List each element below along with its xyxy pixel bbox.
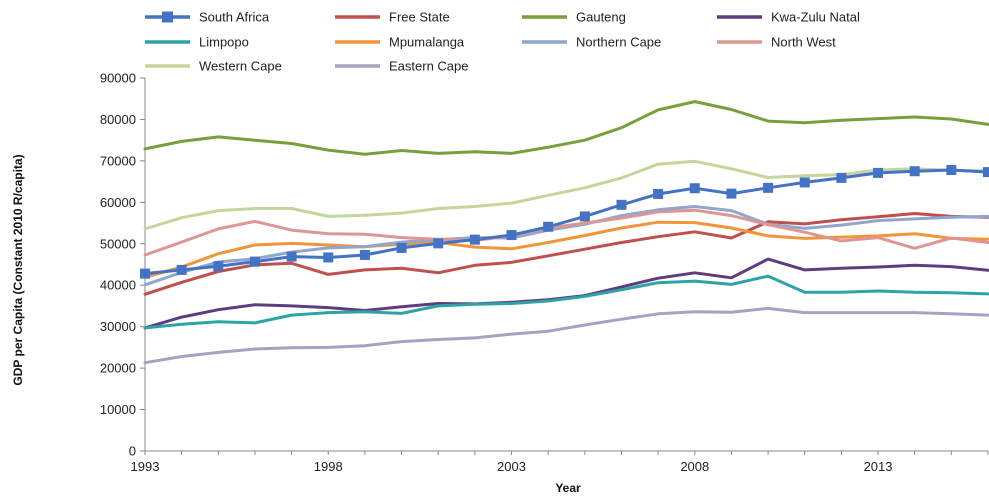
y-tick-label: 0 bbox=[129, 444, 136, 459]
data-point bbox=[469, 234, 480, 245]
data-point bbox=[616, 199, 627, 210]
x-axis: 1993 1998 2003 2008 2013 bbox=[131, 450, 989, 474]
legend-label: Mpumalanga bbox=[389, 35, 465, 50]
y-tick-label: 90000 bbox=[100, 71, 136, 86]
series-line bbox=[143, 208, 989, 257]
legend-item: Northern Cape bbox=[522, 35, 661, 50]
data-point bbox=[140, 268, 150, 279]
y-tick-label: 10000 bbox=[100, 402, 136, 417]
series-line bbox=[143, 212, 989, 296]
data-point bbox=[249, 256, 260, 267]
data-point bbox=[579, 211, 590, 222]
data-point bbox=[946, 165, 957, 176]
legend-item: Limpopo bbox=[145, 35, 249, 50]
legend-item: North West bbox=[717, 35, 836, 50]
legend-label: South Africa bbox=[199, 10, 270, 25]
legend-label: Western Cape bbox=[199, 59, 282, 74]
series-north-west bbox=[143, 208, 989, 257]
x-tick-label: 2008 bbox=[680, 459, 709, 474]
legend-item: Mpumalanga bbox=[335, 35, 465, 50]
series-layer bbox=[140, 100, 989, 365]
legend-label: Kwa-Zulu Natal bbox=[771, 10, 860, 25]
series-northern-cape bbox=[143, 205, 989, 287]
series-line bbox=[143, 159, 989, 231]
series-kwa-zulu-natal bbox=[143, 257, 989, 330]
data-point bbox=[543, 221, 554, 232]
y-tick-label: 70000 bbox=[100, 153, 136, 168]
series-eastern-cape bbox=[143, 306, 989, 365]
series-western-cape bbox=[143, 159, 989, 231]
data-point bbox=[323, 252, 334, 263]
data-point bbox=[799, 177, 810, 188]
y-tick-label: 40000 bbox=[100, 278, 136, 293]
y-tick-label: 80000 bbox=[100, 112, 136, 127]
data-point bbox=[726, 188, 737, 199]
y-axis-title: GDP per Capita (Constant 2010 R/capita) bbox=[11, 154, 25, 385]
series-mpumalanga bbox=[143, 220, 989, 279]
legend-label: Gauteng bbox=[576, 10, 626, 25]
legend-label: North West bbox=[771, 35, 836, 50]
legend-label: Eastern Cape bbox=[389, 59, 469, 74]
series-south-africa bbox=[140, 165, 989, 279]
data-point bbox=[763, 182, 774, 193]
series-gauteng bbox=[143, 100, 989, 156]
x-tick-label: 2013 bbox=[864, 459, 893, 474]
series-line bbox=[143, 220, 989, 279]
series-line bbox=[143, 274, 989, 330]
legend-item: South Africa bbox=[145, 10, 270, 25]
legend-item: Eastern Cape bbox=[335, 59, 469, 74]
legend-marker bbox=[162, 11, 173, 23]
legend-label: Free State bbox=[389, 10, 450, 25]
data-point bbox=[359, 249, 370, 260]
y-tick-label: 30000 bbox=[100, 319, 136, 334]
data-point bbox=[213, 261, 224, 272]
legend-label: Northern Cape bbox=[576, 35, 661, 50]
data-point bbox=[873, 167, 884, 178]
data-point bbox=[433, 238, 444, 249]
series-line bbox=[143, 205, 989, 287]
data-point bbox=[286, 251, 297, 262]
data-point bbox=[909, 166, 920, 177]
series-limpopo bbox=[143, 274, 989, 330]
legend-item: Western Cape bbox=[145, 59, 282, 74]
data-point bbox=[836, 172, 847, 183]
series-line bbox=[143, 306, 989, 365]
y-tick-label: 50000 bbox=[100, 236, 136, 251]
data-point bbox=[689, 183, 700, 194]
y-tick-label: 60000 bbox=[100, 195, 136, 210]
data-point bbox=[176, 264, 187, 275]
legend-item: Kwa-Zulu Natal bbox=[717, 10, 860, 25]
series-line bbox=[143, 257, 989, 330]
data-point bbox=[396, 242, 407, 253]
series-line bbox=[143, 100, 989, 156]
legend: South Africa Free State Gauteng Kwa-Zulu Na… bbox=[145, 10, 860, 74]
x-axis-title: Year bbox=[555, 481, 581, 495]
legend-item: Free State bbox=[335, 10, 450, 25]
data-point bbox=[653, 189, 664, 200]
y-tick-label: 20000 bbox=[100, 361, 136, 376]
legend-item: Gauteng bbox=[522, 10, 626, 25]
y-axis: 0 10000 20000 30000 40000 50000 60000 70000 8000… bbox=[100, 71, 146, 459]
legend-label: Limpopo bbox=[199, 35, 249, 50]
data-point bbox=[506, 230, 517, 241]
data-point bbox=[983, 167, 989, 178]
x-tick-label: 1998 bbox=[314, 459, 343, 474]
series-line bbox=[143, 168, 989, 276]
x-tick-label: 1993 bbox=[131, 459, 160, 474]
x-tick-label: 2003 bbox=[497, 459, 526, 474]
series-free-state bbox=[143, 212, 989, 296]
